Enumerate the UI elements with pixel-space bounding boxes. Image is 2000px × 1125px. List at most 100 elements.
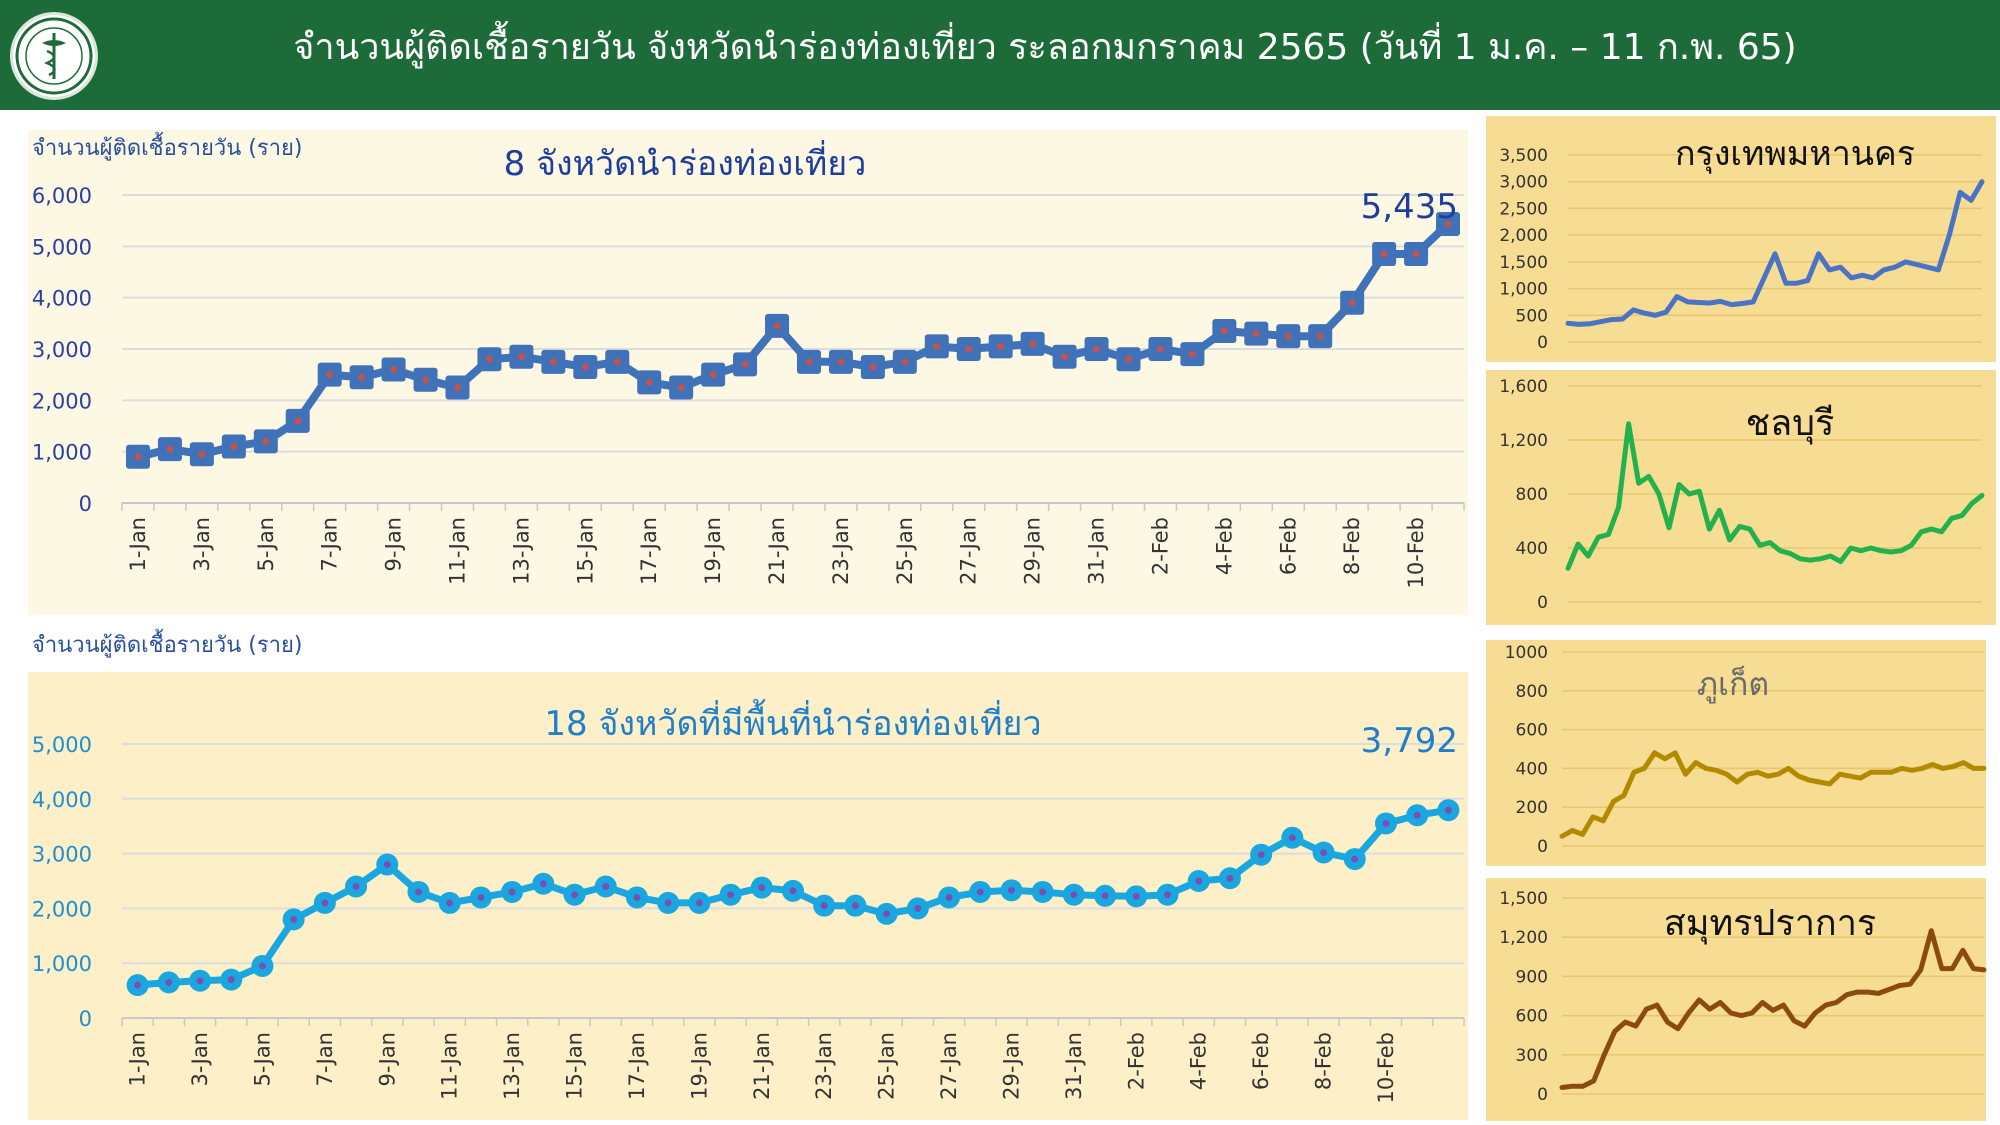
bangkok-ytick-label: 3,000 — [1499, 173, 1548, 193]
bangkok-ytick-label: 2,500 — [1499, 199, 1548, 219]
chonburi-series-line — [1565, 421, 1985, 571]
pilot18-xtick-label: 4-Feb — [1187, 1032, 1211, 1090]
samutprakan-panel — [1486, 878, 1986, 1121]
pilot8-data-point-center — [677, 384, 685, 391]
pilot8-xtick-label: 7-Jan — [318, 517, 342, 571]
pilot18-data-point-center — [758, 884, 766, 892]
pilot18-data-point-center — [727, 891, 735, 899]
pilot8-xtick-label: 11-Jan — [446, 517, 470, 585]
pilot8-data-point-center — [741, 360, 749, 368]
pilot18-xtick-label: 9-Jan — [375, 1032, 399, 1086]
pilot18-data-point-center — [1226, 874, 1234, 882]
pilot8-data-point-center — [901, 358, 909, 366]
pilot8-data-point-center — [645, 378, 653, 386]
pilot18-xtick-label: 27-Jan — [937, 1032, 961, 1100]
pilot18-xtick-label: 29-Jan — [999, 1032, 1023, 1100]
pilot18-xtick-label: 13-Jan — [500, 1032, 524, 1100]
pilot8-data-point-center — [1220, 327, 1228, 335]
phuket-series-line — [1559, 750, 1987, 839]
pilot8-ytick-label: 3,000 — [32, 338, 92, 362]
pilot18-data-point-center — [383, 861, 391, 869]
header-bar: จำนวนผู้ติดเชื้อรายวัน จังหวัดนำร่องท่อง… — [0, 0, 2000, 110]
pilot8-data-point-center — [549, 358, 557, 366]
pilot8-data-point-center — [997, 342, 1005, 350]
pilot18-xtick-label: 1-Jan — [126, 1032, 150, 1086]
pilot8-xtick-label: 2-Feb — [1148, 517, 1172, 575]
pilot8-data-point-center — [837, 358, 845, 366]
pilot18-data-point-center — [1413, 811, 1421, 819]
page-title: จำนวนผู้ติดเชื้อรายวัน จังหวัดนำร่องท่อง… — [293, 27, 1797, 68]
pilot18-ytick-label: 1,000 — [32, 952, 92, 976]
pilot18-data-point-center — [695, 899, 703, 907]
pilot8-xtick-label: 4-Feb — [1212, 517, 1236, 575]
pilot18-xtick-label: 21-Jan — [750, 1032, 774, 1100]
pilot8-data-point-center — [198, 450, 206, 458]
pilot18-xtick-label: 7-Jan — [313, 1032, 337, 1086]
pilot18-panel — [28, 672, 1468, 1120]
pilot8-xtick-label: 1-Jan — [126, 517, 150, 571]
pilot8-xtick-label: 19-Jan — [701, 517, 725, 585]
pilot18-data-point-center — [1164, 891, 1172, 899]
pilot8-ylabel: จำนวนผู้ติดเชื้อรายวัน (ราย) — [32, 132, 302, 161]
pilot18-data-point-center — [1132, 892, 1140, 900]
pilot8-data-point-center — [773, 322, 781, 330]
pilot8-xtick-label: 27-Jan — [957, 517, 981, 585]
pilot8-data-point-center — [1093, 345, 1101, 353]
pilot18-last-value-label: 3,792 — [1361, 721, 1458, 761]
pilot18-data-point-center — [1257, 851, 1265, 859]
pilot8-data-point-center — [166, 445, 174, 453]
bangkok-series-line — [1565, 179, 1985, 327]
pilot8-xtick-label: 29-Jan — [1021, 517, 1045, 585]
pilot18-data-point-center — [883, 910, 891, 918]
pilot8-data-point-center — [1412, 250, 1420, 258]
pilot8-xtick-label: 17-Jan — [637, 517, 661, 585]
phuket-ytick-label: 1000 — [1505, 643, 1548, 663]
pilot8-data-point-center — [134, 453, 142, 461]
phuket-ytick-label: 800 — [1516, 682, 1548, 702]
pilot18-xtick-label: 5-Jan — [250, 1032, 274, 1086]
pilot18-data-point-center — [851, 902, 859, 910]
pilot18-data-point-center — [477, 893, 485, 901]
ministry-logo-icon — [10, 12, 98, 100]
chonburi-ytick-label: 0 — [1537, 593, 1548, 613]
pilot18-xtick-label: 11-Jan — [438, 1032, 462, 1100]
pilot8-data-point-center — [485, 355, 493, 363]
pilot18-data-point-center — [165, 978, 173, 986]
pilot18-ytick-label: 0 — [79, 1007, 92, 1031]
pilot18-data-point-center — [258, 962, 266, 970]
bangkok-ytick-label: 0 — [1537, 333, 1548, 353]
samutprakan-ytick-label: 900 — [1516, 967, 1548, 987]
pilot18-xtick-label: 6-Feb — [1249, 1032, 1273, 1090]
bangkok-ytick-label: 2,000 — [1499, 226, 1548, 246]
pilot8-xtick-label: 25-Jan — [893, 517, 917, 585]
pilot18-data-point-center — [1351, 855, 1359, 863]
pilot8-data-point-center — [422, 376, 430, 384]
samutprakan-ytick-label: 1,500 — [1499, 889, 1548, 909]
pilot18-data-point-center — [352, 882, 360, 890]
chonburi-ytick-label: 800 — [1516, 485, 1548, 505]
pilot18-data-point-center — [508, 888, 516, 896]
pilot18-ytick-label: 4,000 — [32, 788, 92, 812]
pilot18-data-point-center — [789, 887, 797, 895]
pilot18-xtick-label: 23-Jan — [812, 1032, 836, 1100]
samutprakan-ytick-label: 600 — [1516, 1007, 1548, 1027]
pilot8-xtick-label: 10-Feb — [1404, 517, 1428, 588]
phuket-ytick-label: 600 — [1516, 721, 1548, 741]
chonburi-title: ชลบุรี — [1746, 403, 1835, 445]
pilot8-data-point-center — [1252, 330, 1260, 338]
phuket-ytick-label: 400 — [1516, 759, 1548, 779]
pilot8-ytick-label: 4,000 — [32, 287, 92, 311]
samutprakan-ytick-label: 300 — [1516, 1046, 1548, 1066]
pilot8-data-point-center — [1029, 340, 1037, 348]
pilot8-data-point-center — [965, 345, 973, 353]
pilot8-ytick-label: 1,000 — [32, 441, 92, 465]
pilot8-data-point-center — [1188, 350, 1196, 358]
pilot18-data-point-center — [664, 899, 672, 907]
pilot18-ytick-label: 2,000 — [32, 897, 92, 921]
pilot8-data-point-center — [933, 342, 941, 350]
chonburi-panel — [1486, 370, 1996, 625]
pilot18-title: 18 จังหวัดที่มีพื้นที่นำร่องท่องเที่ยว — [544, 699, 1041, 744]
pilot18-ytick-label: 3,000 — [32, 843, 92, 867]
pilot8-data-point-center — [1380, 250, 1388, 258]
phuket-ytick-label: 200 — [1516, 798, 1548, 818]
